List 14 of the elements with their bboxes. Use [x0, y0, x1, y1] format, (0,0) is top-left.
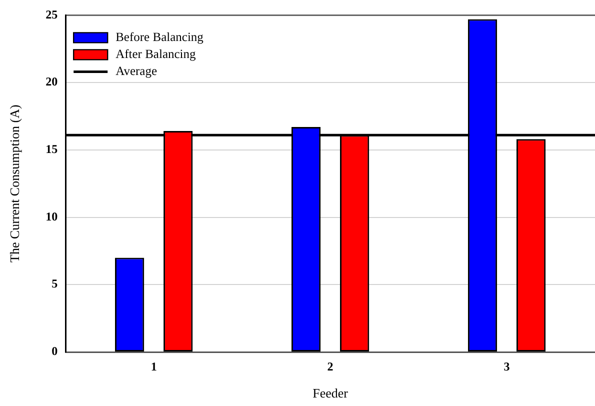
legend-label: After Balancing: [116, 46, 197, 61]
y-tick-label: 10: [46, 209, 58, 224]
y-tick-label: 25: [46, 7, 58, 22]
y-tick-label: 20: [46, 74, 58, 89]
y-axis-title: The Current Consumption (A): [7, 104, 22, 262]
legend-label: Average: [116, 64, 158, 78]
x-tick-label: 1: [150, 359, 157, 374]
y-tick-label: 0: [52, 344, 58, 358]
y-tick-label: 15: [46, 142, 58, 156]
y-tick-label: 5: [52, 276, 58, 291]
x-axis-title: Feeder: [312, 386, 349, 401]
x-tick-label: 2: [327, 359, 334, 374]
legend-label: Before Balancing: [116, 30, 204, 44]
x-tick-label: 3: [504, 359, 510, 374]
